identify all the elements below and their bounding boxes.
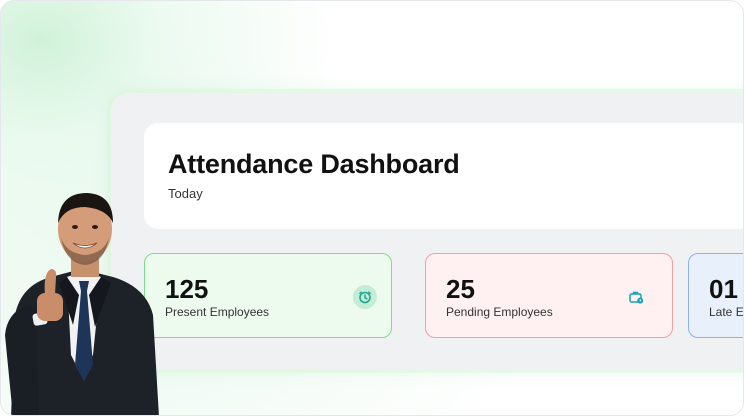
- date-filter-label[interactable]: Today: [168, 186, 203, 201]
- businessman-thumbs-up-photo: [5, 193, 159, 415]
- page-title: Attendance Dashboard: [168, 149, 460, 179]
- late-count: 01: [709, 274, 738, 304]
- present-employees-card[interactable]: 125 Present Employees: [144, 253, 392, 338]
- late-employees-card[interactable]: 01 Late Em: [688, 253, 744, 338]
- present-count: 125: [165, 274, 209, 304]
- pending-employees-card[interactable]: 25 Pending Employees: [425, 253, 673, 338]
- pending-label: Pending Employees: [446, 305, 553, 319]
- clock-icon: [353, 285, 377, 309]
- present-label: Present Employees: [165, 305, 270, 319]
- header-card: Attendance Dashboard Today: [144, 123, 743, 229]
- late-label: Late Em: [709, 305, 744, 319]
- briefcase-icon: [624, 285, 648, 309]
- pending-count: 25: [446, 274, 475, 304]
